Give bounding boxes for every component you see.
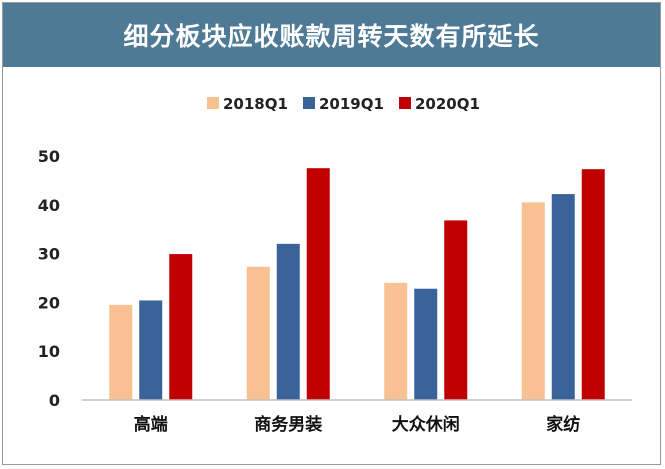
bar-2020Q1-2 <box>444 220 468 400</box>
bar-2018Q1-3 <box>521 202 545 400</box>
legend-label: 2018Q1 <box>223 95 288 113</box>
bar-2020Q1-3 <box>581 169 605 400</box>
y-tick-label: 20 <box>38 293 60 312</box>
legend-swatch <box>303 97 315 109</box>
x-category-label: 大众休闲 <box>392 414 460 435</box>
legend-swatch <box>399 97 411 109</box>
y-tick-label: 10 <box>38 342 60 361</box>
bar-2018Q1-0 <box>109 304 133 400</box>
x-category-label: 家纺 <box>546 414 580 435</box>
y-axis: 0 10 20 30 40 50 <box>38 147 60 410</box>
bar-2020Q1-0 <box>169 254 193 400</box>
x-category-label: 商务男装 <box>254 414 322 435</box>
y-tick-label: 30 <box>38 245 60 264</box>
legend: 2018Q1 2019Q1 2020Q1 <box>207 95 480 113</box>
legend-label: 2020Q1 <box>415 95 480 113</box>
y-tick-label: 0 <box>49 391 60 410</box>
y-tick-label: 50 <box>38 147 60 166</box>
legend-label: 2019Q1 <box>319 95 384 113</box>
legend-swatch <box>207 97 219 109</box>
bar-2019Q1-2 <box>414 288 438 400</box>
bar-2020Q1-1 <box>306 168 330 400</box>
chart-title: 细分板块应收账款周转天数有所延长 <box>3 3 660 67</box>
y-tick-label: 40 <box>38 196 60 215</box>
bar-2018Q1-1 <box>246 266 270 400</box>
x-category-label: 高端 <box>134 414 168 435</box>
bar-2019Q1-0 <box>139 300 163 400</box>
bars <box>109 168 605 400</box>
bar-2019Q1-1 <box>276 243 300 400</box>
x-axis-categories: 高端 商务男装 大众休闲 家纺 <box>134 414 581 435</box>
bar-2019Q1-3 <box>551 194 575 400</box>
bar-2018Q1-2 <box>384 282 408 400</box>
